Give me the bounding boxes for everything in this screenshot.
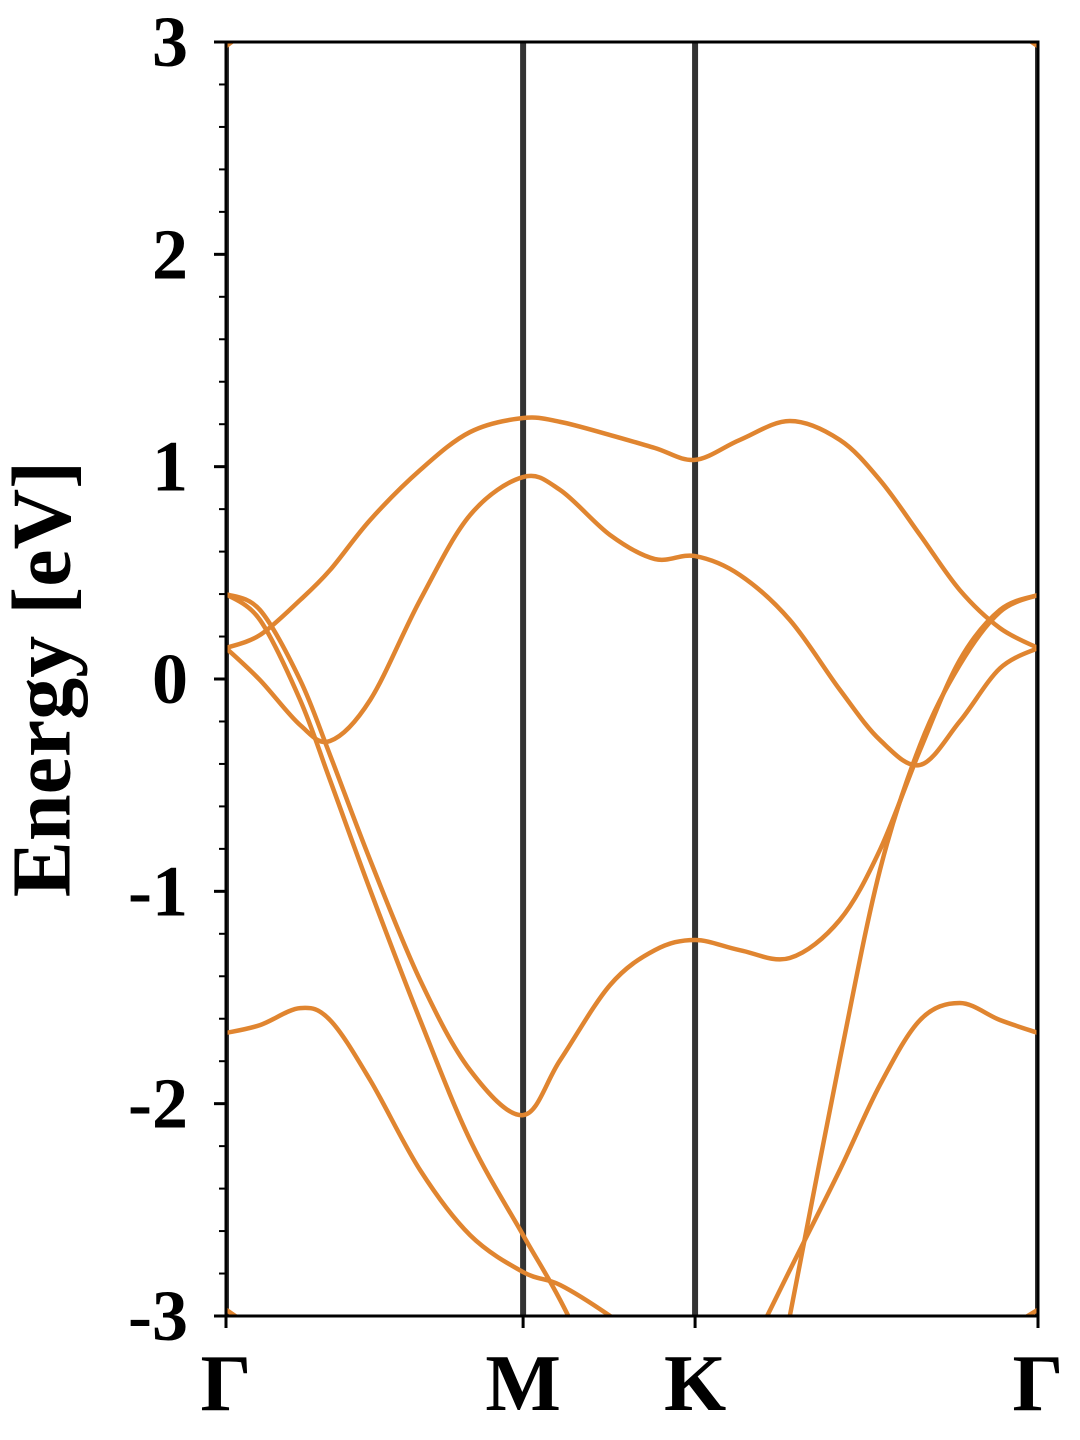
plot-area <box>226 42 1038 1316</box>
x-tick-label: K <box>664 1340 726 1428</box>
y-axis-label: Energy [eV] <box>0 461 88 897</box>
band <box>226 591 1038 1118</box>
y-tick-label: 2 <box>152 214 188 294</box>
y-tick-label: 3 <box>152 2 188 82</box>
x-tick-label: Γ <box>1013 1340 1064 1428</box>
band <box>226 1000 1038 1316</box>
x-tick-label: M <box>485 1340 561 1428</box>
band <box>226 42 1038 49</box>
x-tick-label: Γ <box>201 1340 252 1428</box>
band <box>226 473 1038 768</box>
axes-frame <box>224 40 1040 1318</box>
y-tick-label: 1 <box>152 427 188 507</box>
band <box>226 1307 1038 1316</box>
band <box>226 592 1038 1316</box>
band <box>226 415 1038 651</box>
y-tick-label: -3 <box>128 1276 188 1356</box>
y-tick-label: 0 <box>152 639 188 719</box>
y-tick-label: -1 <box>128 851 188 931</box>
y-tick-label: -2 <box>128 1064 188 1144</box>
